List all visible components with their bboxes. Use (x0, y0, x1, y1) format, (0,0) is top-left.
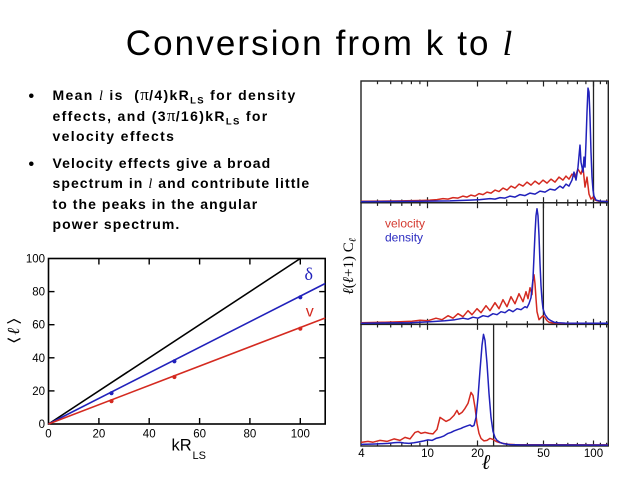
svg-text:20: 20 (93, 429, 106, 441)
svg-text:100: 100 (291, 429, 310, 441)
svg-text:80: 80 (32, 287, 45, 299)
svg-text:100: 100 (584, 448, 603, 460)
svg-text:LS: LS (193, 450, 206, 462)
svg-text:0: 0 (39, 419, 45, 431)
svg-text:0: 0 (45, 429, 51, 441)
svg-text:density: density (385, 231, 423, 245)
svg-text:80: 80 (244, 429, 257, 441)
svg-text:δ: δ (305, 264, 313, 284)
svg-text:60: 60 (193, 429, 206, 441)
svg-text:ℓ(ℓ+1) Cℓ: ℓ(ℓ+1) Cℓ (341, 238, 359, 294)
svg-text:20: 20 (32, 386, 45, 398)
svg-text:v: v (306, 304, 314, 321)
svg-text:100: 100 (26, 254, 45, 266)
svg-text:40: 40 (143, 429, 156, 441)
svg-text:10: 10 (421, 448, 434, 460)
svg-text:velocity: velocity (385, 217, 425, 231)
svg-text:20: 20 (471, 448, 484, 460)
svg-text:50: 50 (537, 448, 550, 460)
svg-text:60: 60 (32, 320, 45, 332)
svg-text:kR: kR (172, 437, 192, 455)
svg-text:ℓ: ℓ (482, 450, 491, 474)
svg-text:4: 4 (358, 448, 365, 460)
svg-text:ℓ: ℓ (4, 328, 23, 335)
svg-text:40: 40 (32, 353, 45, 365)
